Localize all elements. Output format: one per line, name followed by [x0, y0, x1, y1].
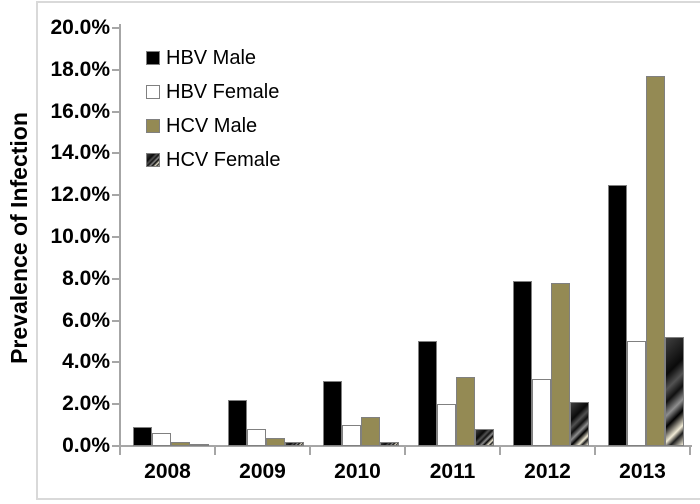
bar-hcv-male: [646, 76, 665, 446]
y-tick-label: 0.0%: [62, 434, 110, 457]
bar-hcv-male: [551, 283, 570, 446]
bar-hbv-female: [627, 341, 646, 446]
bar-hbv-male: [418, 341, 437, 446]
y-tick-label: 14.0%: [50, 141, 110, 165]
legend-label: HCV Female: [166, 148, 281, 171]
bar-hbv-female: [247, 429, 266, 446]
legend-marker-icon: [146, 119, 160, 133]
y-tick-label: 8.0%: [62, 266, 110, 290]
x-tick: [214, 445, 216, 455]
legend-item: HCV Female: [146, 148, 281, 171]
bar-hbv-male: [513, 281, 532, 446]
y-tick-label: 10.0%: [50, 225, 110, 248]
legend-marker-icon: [146, 85, 160, 99]
y-tick-label: 6.0%: [62, 308, 110, 332]
y-tick: [112, 27, 120, 29]
bar-hbv-male: [323, 381, 342, 446]
bar-hcv-female: [380, 442, 399, 446]
bar-hbv-female: [532, 379, 551, 446]
x-tick: [689, 445, 691, 455]
chart-frame-border: [36, 1, 700, 500]
y-tick-label: 4.0%: [62, 350, 110, 374]
y-tick-label: 20.0%: [50, 16, 110, 39]
legend-label: HBV Female: [166, 80, 280, 103]
bar-hcv-male: [361, 417, 380, 446]
y-tick: [112, 236, 120, 238]
bar-hcv-female: [665, 337, 684, 446]
bar-hcv-female: [475, 429, 494, 446]
bar-hcv-male: [266, 438, 285, 446]
y-tick: [112, 152, 120, 155]
legend-marker-icon: [146, 51, 160, 65]
y-tick: [112, 361, 120, 364]
bar-hbv-female: [342, 425, 361, 446]
legend-marker-icon: [146, 153, 160, 167]
bar-hcv-female: [190, 444, 209, 446]
y-tick: [112, 403, 120, 406]
bar-hbv-female: [152, 433, 171, 446]
x-tick: [309, 445, 311, 455]
bar-hcv-female: [570, 402, 589, 446]
x-tick-label: 2008: [144, 460, 191, 483]
x-tick-label: 2013: [619, 460, 666, 483]
y-tick: [112, 194, 120, 197]
x-tick: [119, 445, 121, 455]
y-tick: [112, 445, 120, 447]
legend-label: HBV Male: [166, 46, 257, 69]
x-tick-label: 2012: [524, 460, 571, 483]
y-tick: [112, 68, 120, 71]
legend: HBV Male HBV Female HCV Male HCV Female: [146, 46, 281, 184]
y-tick-label: 16.0%: [50, 99, 110, 123]
x-tick: [594, 445, 596, 455]
y-tick-label: 12.0%: [50, 183, 110, 207]
y-axis-line: [119, 24, 121, 447]
y-tick-label: 2.0%: [62, 392, 110, 416]
bar-hbv-female: [437, 404, 456, 446]
bar-hbv-male: [608, 185, 627, 446]
legend-item: HCV Male: [146, 114, 280, 137]
y-tick: [112, 110, 120, 113]
x-tick: [499, 445, 501, 455]
bar-hcv-female: [285, 442, 304, 446]
x-tick: [404, 445, 406, 455]
legend-item: HBV Female: [146, 80, 280, 103]
x-tick-label: 2009: [239, 460, 286, 483]
x-tick-label: 2011: [429, 460, 476, 483]
x-tick-label: 2010: [334, 460, 381, 483]
bar-hbv-male: [228, 400, 247, 446]
bar-hcv-male: [171, 442, 190, 446]
bar-hcv-male: [456, 377, 475, 446]
y-tick: [112, 277, 120, 280]
y-tick: [112, 319, 120, 322]
legend-item: HBV Male: [146, 46, 280, 69]
legend-label: HCV Male: [166, 114, 258, 137]
y-tick-label: 18.0%: [50, 57, 110, 81]
bar-hbv-male: [133, 427, 152, 446]
